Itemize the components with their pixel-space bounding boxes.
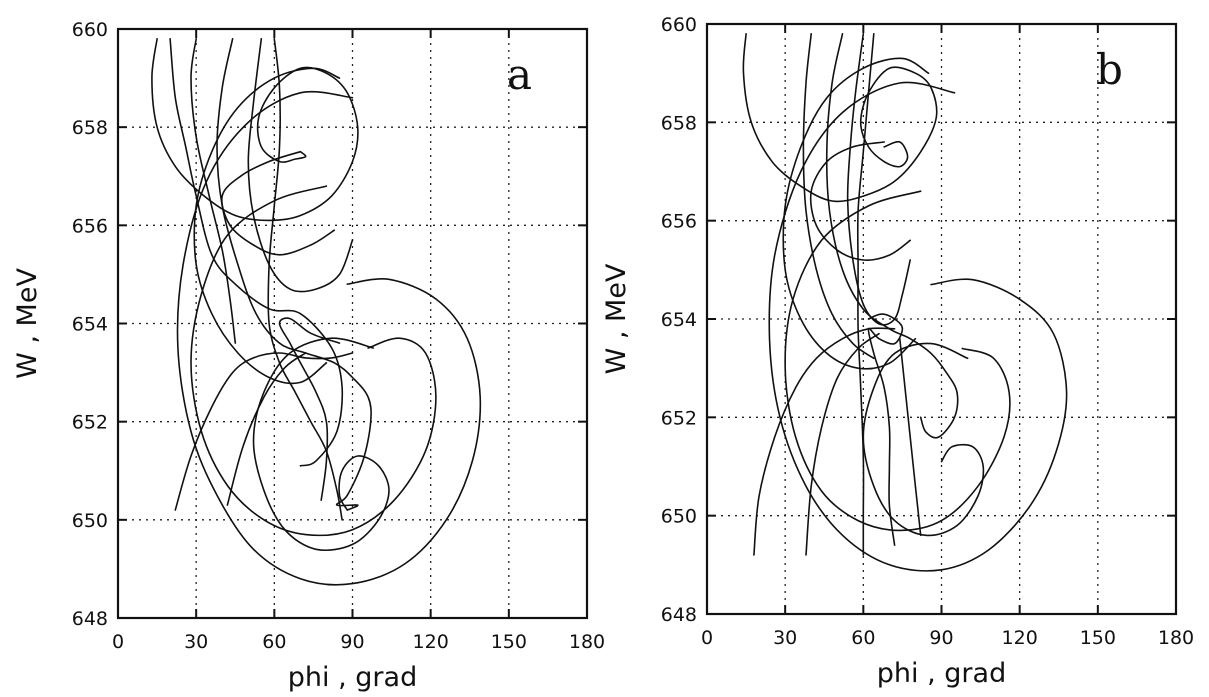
trajectory-9 xyxy=(190,185,437,537)
y-tick-label: 648 xyxy=(72,608,108,630)
y-tick-label: 660 xyxy=(661,14,697,36)
y-tick-label: 654 xyxy=(72,314,108,336)
y-tick-label: 658 xyxy=(72,117,108,139)
x-tick-label: 60 xyxy=(851,627,875,649)
panel-label: b xyxy=(1096,45,1123,94)
trajectory-4 xyxy=(190,38,237,344)
y-tick-label: 650 xyxy=(72,510,108,532)
trajectory-7 xyxy=(768,81,1068,572)
x-tick-label: 150 xyxy=(1080,627,1116,649)
trajectory-14 xyxy=(899,337,922,537)
trajectory-2 xyxy=(221,150,336,256)
x-tick-label: 150 xyxy=(491,631,527,653)
y-tick-label: 652 xyxy=(72,412,108,434)
trajectory-11 xyxy=(252,337,390,552)
trajectory-5 xyxy=(193,67,341,385)
x-tick-label: 30 xyxy=(184,631,208,653)
trajectory-9 xyxy=(856,33,875,556)
y-tick-label: 656 xyxy=(72,215,108,237)
trajectory-1 xyxy=(151,38,359,222)
x-tick-label: 90 xyxy=(340,631,364,653)
x-tick-label: 90 xyxy=(929,627,953,649)
trajectory-6 xyxy=(802,33,875,360)
y-tick-label: 658 xyxy=(661,112,697,134)
x-tick-label: 0 xyxy=(112,631,124,653)
y-tick-label: 660 xyxy=(72,19,108,41)
y-tick-label: 648 xyxy=(661,604,697,626)
y-tick-label: 652 xyxy=(661,407,697,429)
trajectory-3 xyxy=(216,38,372,511)
trajectory-1 xyxy=(742,33,938,203)
panel-b: 0 30 60 90 120 150 180 648 650 652 654 656 658 660 phi… xyxy=(601,14,1194,689)
y-tick-label: 650 xyxy=(661,506,697,528)
trajectory-11 xyxy=(753,327,896,556)
trajectory-2 xyxy=(809,141,911,261)
trajectory-3 xyxy=(825,33,959,439)
x-axis-label: phi , grad xyxy=(877,658,1006,689)
y-tick-label: 656 xyxy=(661,211,697,233)
x-tick-label: 60 xyxy=(262,631,286,653)
panel-label: a xyxy=(507,50,532,99)
trajectory-10 xyxy=(862,342,985,537)
panel-a: 0 30 60 90 120 150 180 648 650 652 654 656 658 660 phi… xyxy=(12,19,605,693)
x-tick-label: 0 xyxy=(701,627,713,649)
curves xyxy=(151,38,482,586)
x-tick-label: 180 xyxy=(1158,627,1194,649)
x-tick-label: 120 xyxy=(1002,627,1038,649)
trajectory-8 xyxy=(784,190,1011,532)
trajectory-12 xyxy=(174,352,354,511)
x-axis-label: phi , grad xyxy=(288,662,417,693)
trajectory-12 xyxy=(805,332,880,556)
x-tick-label: 180 xyxy=(569,631,605,653)
x-tick-label: 30 xyxy=(773,627,797,649)
y-tick-label: 654 xyxy=(661,309,697,331)
trajectory-13 xyxy=(867,313,904,546)
curves xyxy=(742,33,1068,572)
y-axis-label: W , MeV xyxy=(601,263,632,374)
y-axis-label: W , MeV xyxy=(12,268,43,379)
trajectory-8 xyxy=(176,90,482,586)
x-tick-label: 120 xyxy=(413,631,449,653)
trajectory-14 xyxy=(278,317,341,501)
trajectory-13 xyxy=(226,352,307,506)
